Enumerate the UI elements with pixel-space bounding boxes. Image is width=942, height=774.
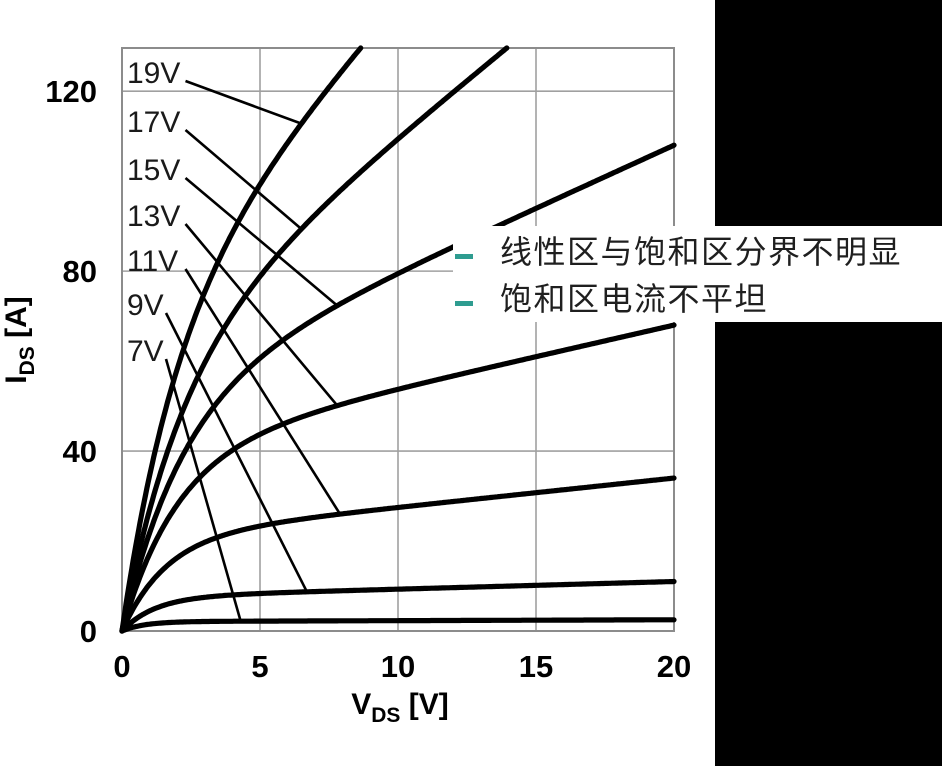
annotation-item: 线性区与饱和区分界不明显 (455, 233, 925, 280)
leader-line-9V (164, 312, 309, 593)
curve-vgs-11V (119, 475, 677, 634)
dash-bullet-icon (455, 301, 473, 306)
curve-vgs-19V (119, 45, 364, 634)
y-axis-title: IDS [A] (0, 296, 39, 384)
y-tick-120: 120 (45, 74, 97, 109)
curve-label-17V: 17V (127, 106, 180, 139)
curve-label-9V: 9V (127, 289, 164, 322)
curve-label-11V: 11V (127, 245, 178, 278)
slide-content-panel (715, 0, 942, 766)
curve-vgs-13V (119, 322, 677, 634)
y-tick-0: 0 (80, 614, 97, 649)
curve-vgs-17V (119, 45, 510, 634)
y-tick-80: 80 (63, 254, 97, 289)
leader-line-7V (164, 358, 242, 622)
x-tick-20: 20 (657, 649, 691, 684)
leader-line-11V (184, 268, 342, 515)
leader-line-13V (184, 223, 339, 407)
leader-line-19V (185, 79, 302, 125)
x-axis-title: VDS [V] (351, 688, 449, 727)
y-tick-40: 40 (63, 434, 97, 469)
leader-line-17V (184, 129, 303, 230)
annotation-band (453, 226, 942, 322)
plot-frame (121, 47, 675, 632)
x-tick-15: 15 (519, 649, 553, 684)
curve-label-7V: 7V (127, 335, 164, 368)
dash-bullet-icon (455, 254, 473, 259)
x-tick-10: 10 (381, 649, 415, 684)
curve-label-15V: 15V (127, 154, 180, 187)
annotation-item: 饱和区电流不平坦 (455, 280, 925, 327)
x-tick-5: 5 (251, 649, 268, 684)
curve-label-13V: 13V (127, 200, 180, 233)
curve-label-19V: 19V (127, 57, 180, 90)
curve-vgs-7V (119, 617, 677, 634)
x-tick-0: 0 (113, 649, 130, 684)
annotation-list: 线性区与饱和区分界不明显 饱和区电流不平坦 (455, 233, 925, 327)
annotation-text: 线性区与饱和区分界不明显 (500, 234, 903, 270)
annotation-text: 饱和区电流不平坦 (500, 281, 769, 317)
curve-vgs-9V (119, 578, 677, 634)
leader-line-15V (184, 177, 339, 307)
